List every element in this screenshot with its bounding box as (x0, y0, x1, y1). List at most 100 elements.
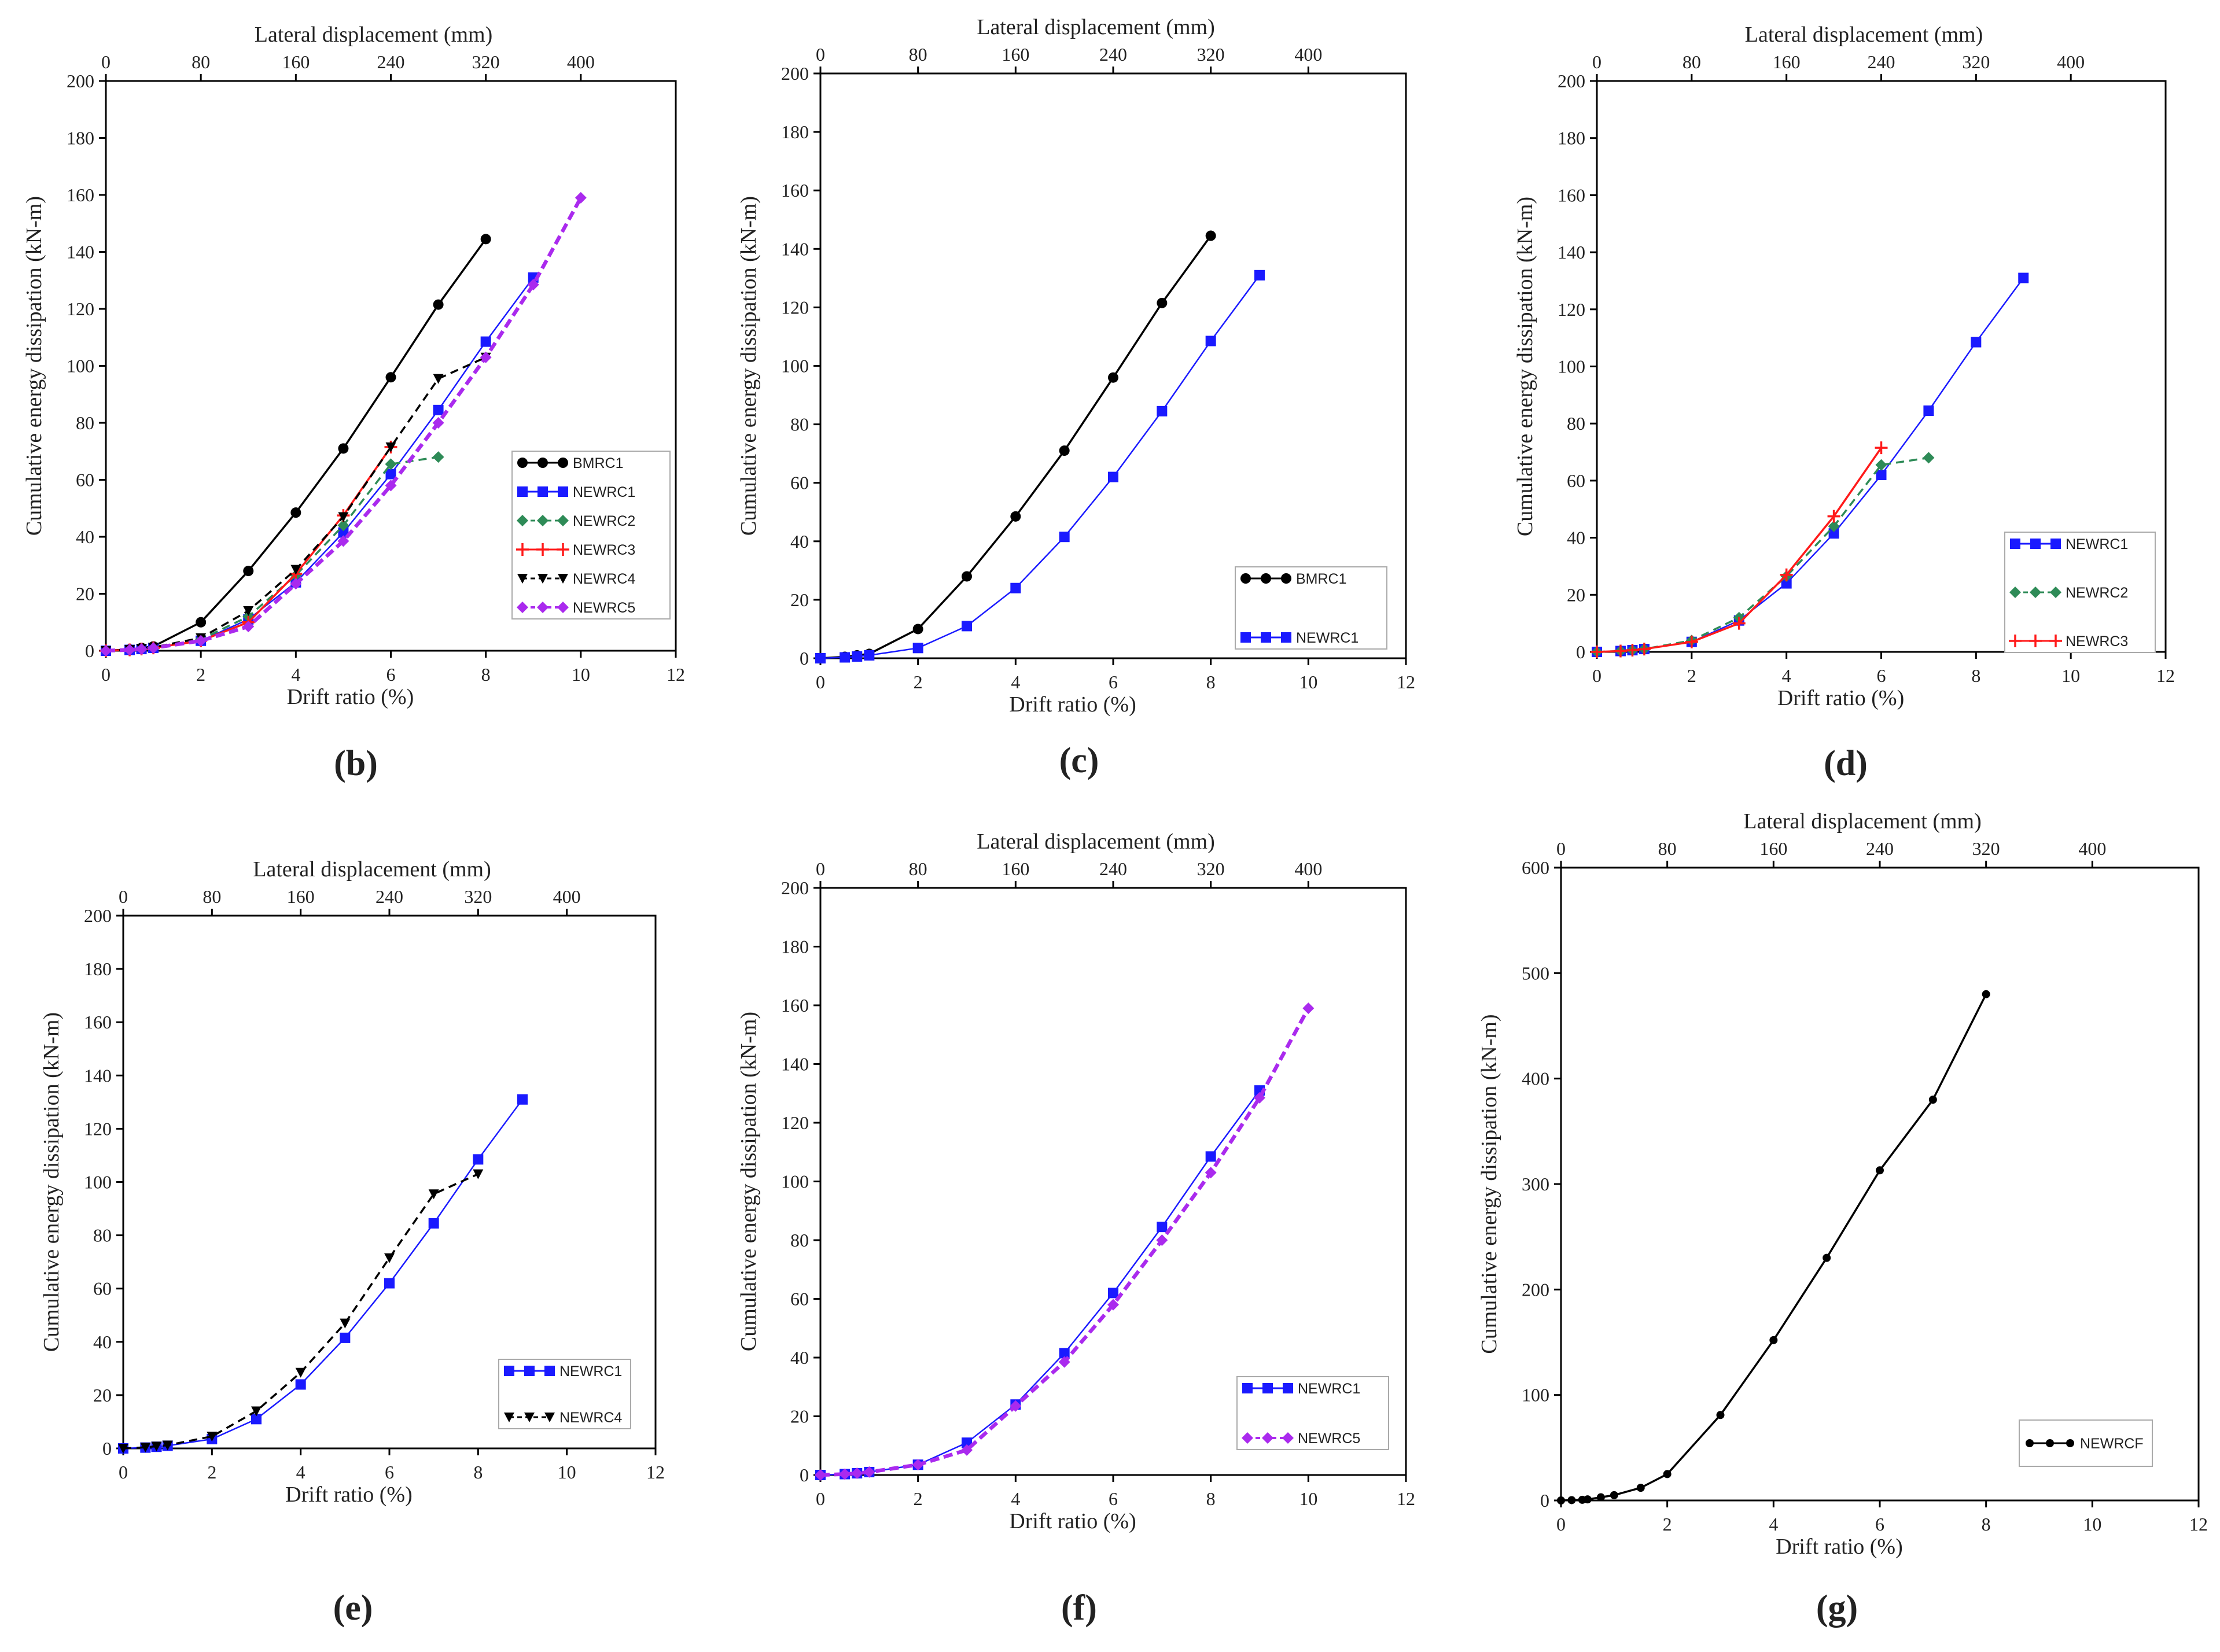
y-tick-label: 140 (84, 1065, 112, 1086)
y-tick-label: 140 (1558, 242, 1585, 263)
x2-tick-label: 320 (1972, 838, 2000, 859)
y-tick-label: 180 (67, 128, 94, 149)
data-point (961, 1444, 973, 1456)
x-tick-label: 2 (914, 672, 923, 692)
series-NEWRC1 (118, 1094, 528, 1454)
data-point (1982, 990, 1990, 998)
y-tick-label: 400 (1522, 1068, 1549, 1089)
data-point (385, 458, 397, 470)
y-tick-label: 60 (1567, 470, 1585, 491)
y-tick-label: 160 (67, 185, 94, 205)
data-point (1971, 337, 1982, 348)
y-tick-label: 160 (781, 995, 809, 1016)
panel-label: (g) (1816, 1588, 1858, 1628)
data-point (1157, 405, 1168, 416)
x-tick-label: 6 (386, 664, 396, 685)
data-point (1010, 582, 1021, 593)
x-tick-label: 6 (1109, 672, 1118, 692)
chart-panel-b: 0 2 4 6 8 10 120 80 160 240 320 4000204060801001201… (22, 23, 685, 783)
legend-label-NEWRC5: NEWRC5 (1298, 1430, 1360, 1447)
x-tick-label: 4 (291, 664, 300, 685)
x-tick-label: 10 (558, 1462, 576, 1483)
x2-tick-label: 0 (1592, 51, 1602, 72)
x2-tick-label: 320 (472, 51, 500, 72)
x-axis-title: Drift ratio (%) (1009, 692, 1136, 717)
legend-marker (2010, 539, 2020, 549)
y-tick-label: 20 (1567, 584, 1585, 605)
legend-marker (537, 515, 548, 526)
y-tick-label: 160 (781, 180, 809, 201)
series-NEWRC2 (1591, 452, 1935, 658)
data-point (1596, 1493, 1605, 1502)
data-point (1923, 405, 1934, 416)
data-point (480, 234, 491, 245)
data-point (384, 1278, 395, 1289)
series-NEWRC4 (118, 1169, 484, 1454)
series-NEWRC5 (815, 1002, 1315, 1481)
x2-tick-label: 320 (464, 886, 492, 907)
legend-label-NEWRC1: NEWRC1 (573, 484, 635, 500)
y-tick-label: 80 (790, 414, 809, 435)
x-tick-label: 8 (481, 664, 491, 685)
x2-tick-label: 320 (1962, 51, 1990, 72)
x-axis-title: Drift ratio (%) (1776, 1535, 1902, 1559)
data-point (1876, 470, 1887, 481)
y-tick-label: 100 (781, 356, 809, 377)
data-point (242, 621, 255, 633)
legend-marker (536, 543, 549, 556)
x2-axis-title: Lateral displacement (mm) (1745, 23, 1983, 47)
data-point (162, 1440, 173, 1451)
series-NEWRC5 (100, 191, 587, 657)
x2-tick-label: 160 (282, 51, 310, 72)
data-point (433, 404, 444, 415)
x2-tick-label: 400 (2057, 51, 2085, 72)
y-tick-label: 200 (781, 63, 809, 84)
data-point (1663, 1470, 1672, 1478)
x-tick-label: 2 (1687, 665, 1696, 686)
series-line (123, 1099, 524, 1450)
legend-marker (1261, 573, 1271, 584)
x-tick-label: 10 (2061, 665, 2080, 686)
panel-label: (c) (1059, 741, 1099, 780)
chart-panel-f: 0 2 4 6 8 10 120 80 160 240 320 4000204060801001201… (737, 829, 1415, 1628)
y-tick-label: 0 (800, 648, 809, 669)
legend-marker (537, 458, 548, 468)
data-point (337, 535, 349, 547)
legend-label-NEWRC4: NEWRC4 (559, 1410, 622, 1426)
data-point (1059, 445, 1070, 456)
legend-marker (557, 543, 569, 556)
data-point (385, 469, 396, 480)
data-point (290, 565, 301, 575)
data-point (290, 578, 302, 590)
x-tick-label: 10 (1299, 672, 1317, 692)
panel-label: (f) (1061, 1588, 1097, 1628)
y-tick-label: 80 (790, 1230, 809, 1251)
data-point (1716, 1411, 1725, 1419)
data-point (1156, 1234, 1168, 1246)
data-point (2018, 272, 2029, 283)
data-point (527, 279, 539, 291)
x2-axis-title: Lateral displacement (mm) (1743, 809, 1982, 834)
series-line (105, 277, 534, 652)
x2-tick-label: 80 (909, 858, 927, 879)
data-point (1205, 1151, 1216, 1162)
x2-tick-label: 400 (2078, 838, 2106, 859)
y-tick-label: 200 (781, 877, 809, 898)
y-tick-label: 180 (1558, 128, 1585, 149)
legend-marker (557, 515, 569, 526)
y-tick-label: 120 (1558, 299, 1585, 320)
data-point (433, 299, 444, 310)
y-tick-label: 60 (76, 470, 94, 491)
legend-marker (2049, 635, 2062, 647)
data-point (295, 1367, 306, 1378)
legend-marker (517, 574, 528, 584)
y-axis-title: Cumulative energy dissipation (kN-m) (1477, 1014, 1501, 1354)
panel-label: (d) (1824, 744, 1868, 783)
y-tick-label: 80 (76, 412, 94, 433)
y-tick-label: 120 (84, 1118, 112, 1139)
y-axis-title: Cumulative energy dissipation (kN-m) (737, 196, 761, 536)
y-tick-label: 200 (1522, 1279, 1549, 1300)
legend-marker (1261, 632, 1271, 643)
legend-marker (524, 1413, 535, 1422)
y-tick-label: 200 (84, 905, 112, 926)
